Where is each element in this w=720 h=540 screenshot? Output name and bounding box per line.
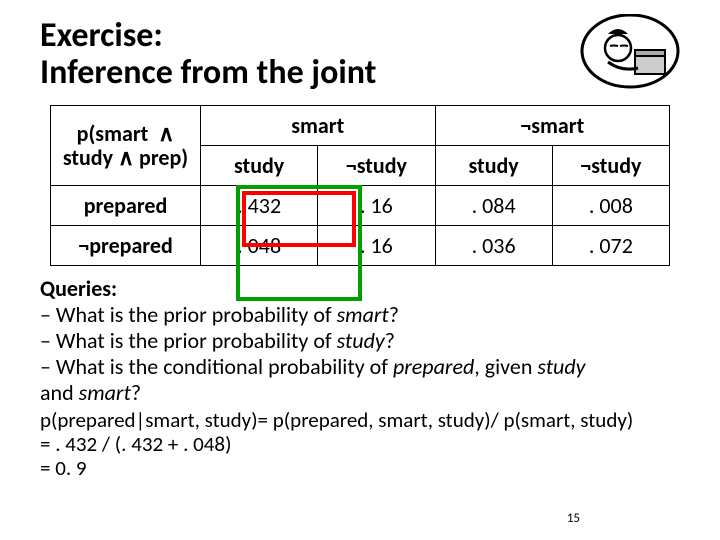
cell: . 008 <box>552 186 669 226</box>
sub-header-not-study: ¬study <box>318 146 435 186</box>
sleeping-student-icon <box>580 14 680 89</box>
formula-block: p(prepared|smart, study)= p(prepared, sm… <box>40 408 680 480</box>
row-label-prepared: prepared <box>51 186 201 226</box>
cell: . 048 <box>201 226 318 266</box>
cell: . 432 <box>201 186 318 226</box>
joint-distribution-table: p(smart ∧ study ∧ prep) smart ¬smart stu… <box>50 105 670 266</box>
sub-header-study: study <box>201 146 318 186</box>
title-line-1: Exercise: <box>40 15 163 56</box>
title-line-2: Inference from the joint <box>40 52 376 93</box>
formula-line-1: p(prepared|smart, study)= p(prepared, sm… <box>40 408 680 432</box>
cell: . 16 <box>318 226 435 266</box>
cell: . 084 <box>435 186 552 226</box>
queries-block: Queries: – What is the prior probability… <box>40 276 680 406</box>
queries-label: Queries: <box>40 275 117 302</box>
sub-header-not-study-2: ¬study <box>552 146 669 186</box>
cell: . 036 <box>435 226 552 266</box>
sub-header-study-2: study <box>435 146 552 186</box>
formula-line-2: = . 432 / (. 432 + . 048) <box>40 432 680 456</box>
col-header-not-smart: ¬smart <box>435 106 670 146</box>
table-corner: p(smart ∧ study ∧ prep) <box>51 106 201 186</box>
page-number: 15 <box>567 511 580 526</box>
formula-line-3: = 0. 9 <box>40 456 680 480</box>
row-label-not-prepared: ¬prepared <box>51 226 201 266</box>
col-header-smart: smart <box>201 106 436 146</box>
table-row: prepared . 432 . 16 . 084 . 008 <box>51 186 670 226</box>
table-row: ¬prepared . 048 . 16 . 036 . 072 <box>51 226 670 266</box>
cell: . 072 <box>552 226 669 266</box>
cell: . 16 <box>318 186 435 226</box>
